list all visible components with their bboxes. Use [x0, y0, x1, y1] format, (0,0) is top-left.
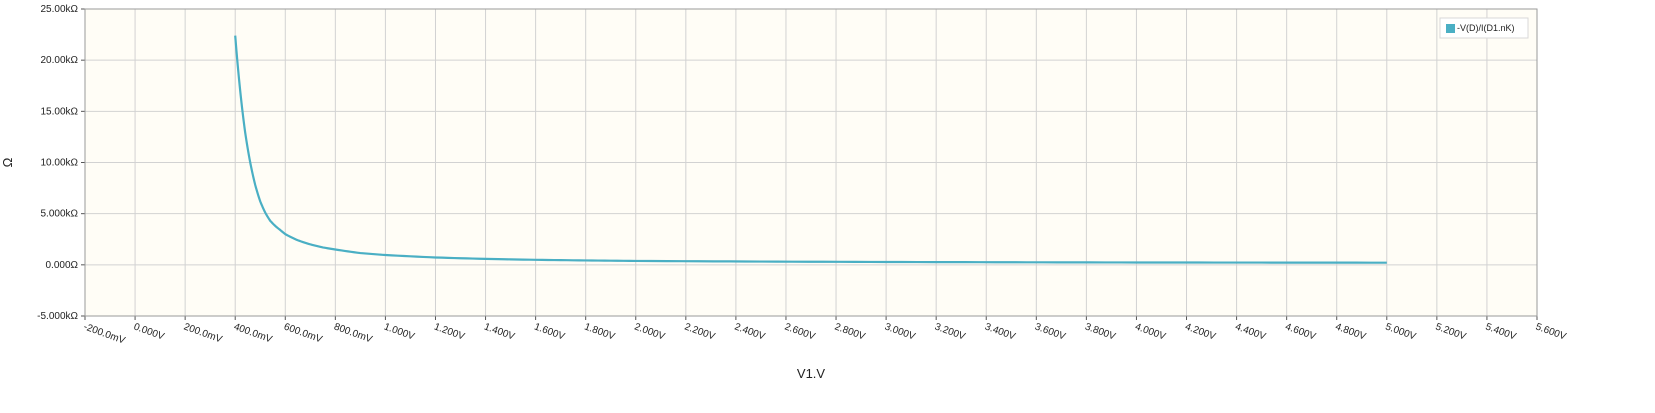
x-tick-label: 3.200V	[933, 321, 967, 342]
x-tick-label: 2.800V	[833, 321, 867, 342]
x-tick-label: 4.200V	[1183, 321, 1217, 342]
x-tick-label: 200.0mV	[182, 321, 224, 345]
x-axis-title: V1.V	[797, 366, 826, 381]
x-tick-label: 2.400V	[733, 321, 767, 342]
y-tick-label: 20.00kΩ	[41, 55, 79, 66]
x-tick-label: 3.400V	[983, 321, 1017, 342]
x-tick-label: 800.0mV	[332, 321, 374, 345]
y-tick-label: -5.000kΩ	[37, 311, 78, 322]
y-tick-label: 10.00kΩ	[41, 158, 79, 169]
series-line-0	[234, 35, 1387, 264]
y-axis-ticks: 25.00kΩ 20.00kΩ 15.00kΩ 10.00kΩ 5.000kΩ 0.000…	[37, 4, 85, 322]
x-tick-label: 3.600V	[1033, 321, 1067, 342]
legend-label: -V(D)/I(D1.nK)	[1457, 23, 1515, 33]
plot-frame	[84, 8, 1538, 317]
x-tick-label: 400.0mV	[232, 321, 274, 345]
x-tick-label: 4.400V	[1234, 321, 1268, 342]
x-tick-label: 1.400V	[483, 321, 517, 342]
y-tick-label: 15.00kΩ	[41, 106, 79, 117]
y-axis-title: Ω	[0, 157, 15, 167]
y-tick-label: 0.000Ω	[46, 260, 79, 271]
x-tick-label: 0.000V	[132, 321, 166, 342]
x-tick-label: 2.000V	[633, 321, 667, 342]
x-tick-label: 5.000V	[1384, 321, 1418, 342]
x-tick-label: -200.0mV	[82, 321, 127, 346]
grid-lines	[84, 8, 1538, 317]
x-tick-label: 4.600V	[1284, 321, 1318, 342]
x-tick-label: 5.400V	[1484, 321, 1518, 342]
x-tick-label: 3.000V	[883, 321, 917, 342]
x-tick-label: 2.200V	[683, 321, 717, 342]
x-tick-label: 600.0mV	[282, 321, 324, 345]
y-tick-label: 25.00kΩ	[41, 4, 79, 15]
y-tick-label: 5.000kΩ	[41, 209, 79, 220]
legend[interactable]: -V(D)/I(D1.nK)	[1439, 17, 1529, 39]
x-axis-ticks: -200.0mV 0.000V 200.0mV 400.0mV 600.0mV 800.0…	[82, 316, 1568, 347]
x-tick-label: 1.800V	[583, 321, 617, 342]
x-tick-label: 4.000V	[1133, 321, 1167, 342]
x-tick-label: 1.600V	[533, 321, 567, 342]
x-tick-label: 3.800V	[1083, 321, 1117, 342]
legend-box	[1439, 17, 1529, 39]
series-lines	[234, 35, 1387, 264]
x-tick-label: 1.000V	[382, 321, 416, 342]
x-tick-label: 1.200V	[432, 321, 466, 342]
x-tick-label: 2.600V	[783, 321, 817, 342]
x-tick-label: 4.800V	[1334, 321, 1368, 342]
x-tick-label: 5.600V	[1534, 321, 1568, 342]
legend-swatch	[1446, 24, 1455, 33]
x-tick-label: 5.200V	[1434, 321, 1468, 342]
